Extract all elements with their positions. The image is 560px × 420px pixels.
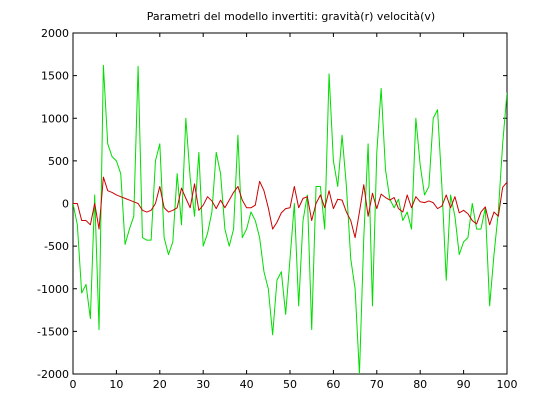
axes-box [72, 32, 508, 375]
series-line-green [73, 64, 507, 374]
x-tick-label: 80 [413, 378, 427, 391]
x-tick-label: 60 [326, 378, 340, 391]
y-tick-label: 1500 [41, 70, 69, 83]
y-tick-label: -2000 [37, 368, 69, 381]
x-tick-label: 90 [457, 378, 471, 391]
y-tick-label: 500 [48, 155, 69, 168]
x-tick-label: 20 [153, 378, 167, 391]
y-tick-label: 2000 [41, 27, 69, 40]
x-tick-label: 70 [370, 378, 384, 391]
plot-area: 0 10 20 30 40 50 60 70 80 90 100 -2000 -1500 -1000 -50… [37, 27, 517, 391]
x-tick-label: 10 [109, 378, 123, 391]
x-tick-label: 30 [196, 378, 210, 391]
chart-title: Parametri del modello invertiti: gravità… [147, 10, 435, 23]
x-tick-label: 100 [497, 378, 518, 391]
y-tick-label: -1000 [37, 283, 69, 296]
y-tick-label: 1000 [41, 112, 69, 125]
x-tick-label: 50 [283, 378, 297, 391]
y-tick-label: 0 [62, 198, 69, 211]
y-tick-label: -1500 [37, 325, 69, 338]
series-line-red [73, 176, 507, 239]
x-tick-label: 0 [70, 378, 77, 391]
x-tick-label: 40 [240, 378, 254, 391]
y-tick-label: -500 [44, 240, 69, 253]
